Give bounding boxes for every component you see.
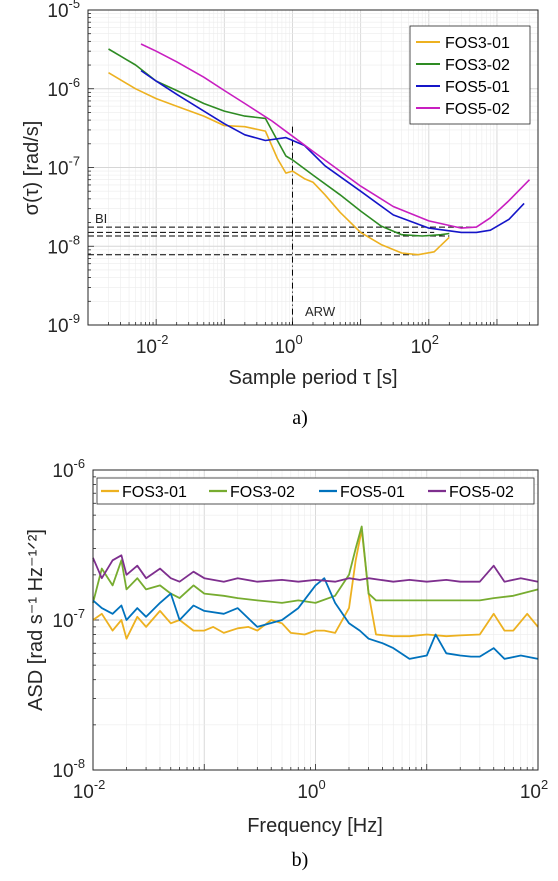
chart-b-series	[92, 525, 539, 660]
y-tick-exponent: -7	[69, 154, 80, 169]
legend-label: FOS3-02	[230, 484, 295, 501]
y-tick-label: 10-9	[47, 311, 80, 337]
y-tick-label: 10-7	[52, 606, 85, 632]
chart-a-caption: a)	[292, 407, 308, 429]
legend-label: FOS5-01	[445, 79, 510, 96]
chart-a-x-axis-label: Sample period τ [s]	[228, 367, 397, 389]
chart-b-caption: b)	[292, 849, 309, 871]
y-tick-label: 10-6	[52, 456, 85, 482]
chart-b-grid	[92, 469, 539, 771]
series-line-fos5-02	[140, 43, 531, 229]
x-tick-label: 100	[297, 777, 325, 803]
chart-b-axes-box	[92, 469, 539, 771]
legend-label: FOS3-02	[445, 57, 510, 74]
chart-a-annotations: BI ARW	[88, 126, 477, 325]
y-tick-exponent: -8	[69, 232, 80, 247]
x-tick-label: 100	[274, 332, 302, 358]
y-tick-label: 10-8	[52, 756, 85, 782]
y-tick-exponent: -5	[69, 0, 80, 11]
y-tick-exponent: -6	[69, 75, 80, 90]
y-tick-exponent: -9	[69, 311, 80, 326]
chart-b-legend-box	[96, 477, 535, 505]
arw-annotation-label: ARW	[305, 304, 336, 319]
y-tick-exponent: -8	[74, 756, 85, 771]
x-tick-label: 10-2	[73, 777, 106, 803]
x-tick-label: 10-2	[136, 332, 169, 358]
series-line-fos5-01	[140, 69, 525, 234]
y-tick-label: 10-6	[47, 75, 80, 101]
x-tick-exponent: 0	[295, 332, 302, 347]
y-tick-label: 10-7	[47, 154, 80, 180]
series-line-fos3-01	[92, 528, 539, 640]
chart-a-legend: FOS3-01 FOS3-02 FOS5-01 FOS5-02	[409, 25, 531, 125]
x-tick-exponent: -2	[94, 777, 105, 792]
legend-label: FOS5-02	[449, 484, 514, 501]
x-tick-exponent: 2	[432, 332, 439, 347]
legend-label: FOS3-01	[445, 35, 510, 52]
y-tick-exponent: -6	[74, 456, 85, 471]
series-line-fos5-02	[92, 554, 539, 583]
x-tick-exponent: 0	[318, 777, 325, 792]
bi-annotation-label: BI	[95, 211, 107, 226]
series-line-fos3-01	[108, 72, 450, 256]
x-tick-exponent: 2	[541, 777, 548, 792]
x-tick-label: 102	[411, 332, 439, 358]
series-line-fos5-01	[92, 577, 539, 660]
x-tick-label: 102	[520, 777, 548, 803]
chart-a-series	[108, 43, 531, 256]
chart-a-y-axis-label: σ(τ) [rad/s]	[21, 121, 43, 216]
legend-label: FOS5-02	[445, 101, 510, 118]
series-line-fos3-02	[92, 525, 539, 604]
y-tick-label: 10-8	[47, 232, 80, 258]
y-tick-label: 10-5	[47, 0, 80, 22]
chart-b-y-axis-label: ASD [rad s⁻¹ Hz⁻¹ᐟ²]	[25, 529, 47, 711]
y-tick-exponent: -7	[74, 606, 85, 621]
chart-a-axes-box	[87, 9, 539, 326]
legend-label: FOS5-01	[340, 484, 405, 501]
legend-label: FOS3-01	[122, 484, 187, 501]
x-tick-exponent: -2	[157, 332, 168, 347]
chart-b-legend: FOS3-01 FOS3-02 FOS5-01 FOS5-02	[96, 477, 535, 505]
chart-a: BI ARW 10-2 100 102 10-9 10-8 10-7 10-6 10-5 FO…	[21, 0, 539, 429]
chart-b-x-axis-label: Frequency [Hz]	[247, 815, 383, 837]
